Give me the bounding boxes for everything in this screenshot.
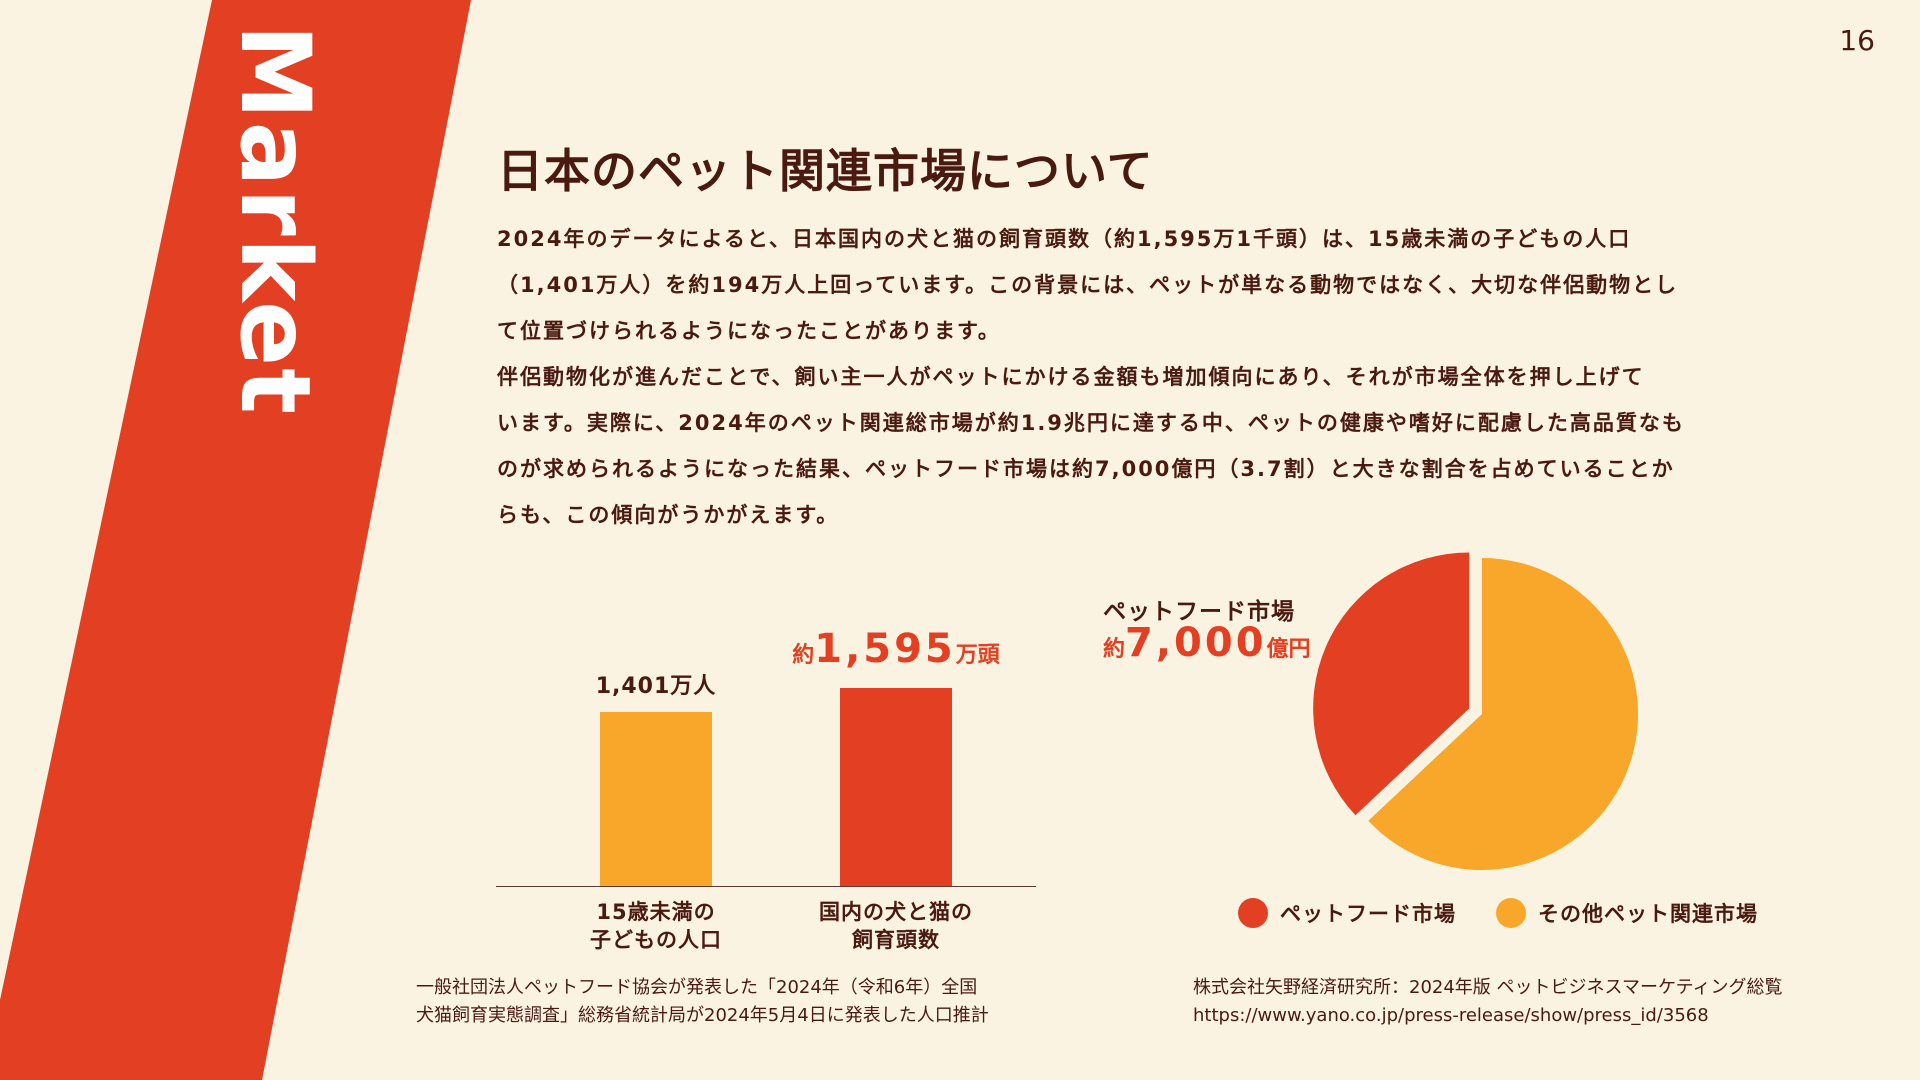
- label-suffix: 億円: [1266, 637, 1311, 662]
- category-label: 国内の犬と猫の 飼育頭数: [796, 898, 996, 954]
- label-value: 1,595: [814, 626, 956, 673]
- body-line: （1,401万人）を約194万人上回っています。この背景には、ペットが単なる動物…: [497, 273, 1679, 297]
- category-label-line: 子どもの人口: [590, 928, 722, 952]
- x-axis-line: [496, 886, 1036, 887]
- source-left: 一般社団法人ペットフード協会が発表した「2024年（令和6年）全国 犬猫飼育実態…: [416, 974, 989, 1030]
- source-line: 株式会社矢野経済研究所：2024年版 ペットビジネスマーケティング総覧: [1193, 977, 1783, 998]
- source-line: 一般社団法人ペットフード協会が発表した「2024年（令和6年）全国: [416, 977, 978, 998]
- pie-slice: [1313, 552, 1470, 816]
- body-line: 2024年のデータによると、日本国内の犬と猫の飼育頭数（約1,595万1千頭）は…: [497, 227, 1632, 251]
- legend-swatch: [1496, 898, 1526, 928]
- page-title: 日本のペット関連市場について: [497, 144, 1154, 198]
- category-label: 15歳未満の 子どもの人口: [556, 898, 756, 954]
- pie-value-label: 約7,000億円: [1103, 620, 1311, 666]
- legend-label: ペットフード市場: [1280, 902, 1456, 926]
- pie-legend: ペットフード市場 その他ペット関連市場: [1238, 898, 1798, 928]
- source-right: 株式会社矢野経済研究所：2024年版 ペットビジネスマーケティング総覧 http…: [1193, 974, 1783, 1030]
- category-label-line: 飼育頭数: [852, 928, 940, 952]
- source-url[interactable]: https://www.yano.co.jp/press-release/sho…: [1193, 1005, 1709, 1026]
- label-prefix: 約: [792, 643, 815, 669]
- band-shape: [0, 0, 471, 1080]
- legend-label: その他ペット関連市場: [1538, 902, 1758, 926]
- bar-data-label-highlight: 約1,595万頭: [792, 626, 1000, 672]
- source-line: 犬猫飼育実態調査」総務省統計局が2024年5月4日に発表した人口推計: [416, 1005, 989, 1026]
- page-number: 16: [1839, 24, 1875, 57]
- label-suffix: 万頭: [955, 643, 1000, 669]
- section-label: Market: [219, 24, 331, 416]
- category-label-line: 15歳未満の: [596, 900, 716, 924]
- label-prefix: 約: [1103, 637, 1126, 662]
- legend-item: その他ペット関連市場: [1496, 898, 1758, 928]
- pie-title: ペットフード市場: [1103, 599, 1295, 625]
- bar-chart: 1,401万人 約1,595万頭 15歳未満の 子どもの人口 国内の犬と猫の 飼…: [480, 590, 1070, 960]
- bar-data-label: 1,401万人: [595, 674, 717, 700]
- category-label-line: 国内の犬と猫の: [819, 900, 973, 924]
- body-line: て位置づけられるようになったことがあります。: [497, 319, 1001, 343]
- body-line: のが求められるようになった結果、ペットフード市場は約7,000億円（3.7割）と…: [497, 457, 1675, 481]
- body-line: らも、この傾向がうかがえます。: [497, 503, 840, 527]
- body-line: 伴侶動物化が進んだことで、飼い主一人がペットにかける金額も増加傾向にあり、それが…: [497, 365, 1645, 389]
- pie-slice: [1368, 558, 1638, 870]
- legend-item: ペットフード市場: [1238, 898, 1456, 928]
- legend-swatch: [1238, 898, 1268, 928]
- pie-chart: [1313, 552, 1638, 870]
- bar-pet-count: [840, 688, 952, 886]
- body-text: 2024年のデータによると、日本国内の犬と猫の飼育頭数（約1,595万1千頭）は…: [497, 216, 1837, 538]
- body-line: います。実際に、2024年のペット関連総市場が約1.9兆円に達する中、ペットの健…: [497, 411, 1685, 435]
- label-value: 7,000: [1125, 620, 1267, 666]
- bar-children-population: [600, 712, 712, 886]
